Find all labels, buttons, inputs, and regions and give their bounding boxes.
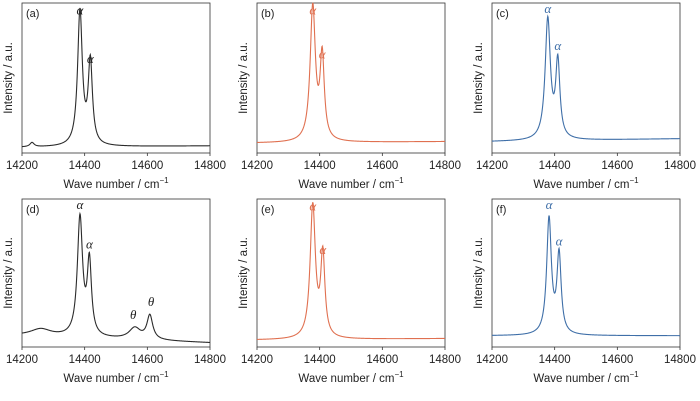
spectrum-line: [21, 7, 210, 148]
peak-label: θ: [148, 294, 155, 309]
plot-frame: [21, 2, 211, 154]
panel-label: (b): [261, 8, 274, 20]
x-axis-label-sup: −1: [394, 370, 404, 379]
x-tick-label: 14200: [6, 354, 38, 366]
peak-label: α: [77, 2, 85, 17]
panel-f: 14200 14400 14600 14800 Wave number / cm−1 In…: [473, 197, 696, 385]
x-axis-label: Wave number / cm−1: [298, 176, 404, 191]
x-tick-label: 14600: [366, 160, 398, 172]
x-tick-label: 14800: [664, 354, 696, 366]
x-tick-label: 14400: [539, 354, 571, 366]
x-tick-label: 14200: [6, 160, 38, 172]
x-tick-label: 14600: [601, 354, 633, 366]
x-axis-label: Wave number / cm−1: [63, 176, 169, 191]
peak-label: α: [309, 2, 317, 17]
peak-label: α: [77, 197, 85, 212]
peak-label: α: [319, 242, 327, 257]
spectrum-line: [256, 202, 446, 340]
spectrum-line: [256, 2, 445, 144]
plot-frame: [491, 198, 681, 348]
x-axis-label-text: Wave number / cm: [533, 373, 629, 385]
x-tick-label: 14400: [539, 160, 571, 172]
plot-frame: [256, 2, 446, 154]
spectrum-line: [491, 14, 680, 142]
x-tick-label: 14400: [304, 354, 336, 366]
x-axis-label: Wave number / cm−1: [298, 370, 404, 385]
peak-label: α: [319, 47, 327, 62]
x-axis-label-text: Wave number / cm: [533, 179, 629, 191]
plot-frame: [256, 198, 446, 348]
panel-b: 14200 14400 14600 14800 Wave number / cm−1 In…: [238, 2, 461, 191]
peak-label: α: [309, 198, 317, 213]
peak-label: α: [556, 234, 564, 249]
x-axis-label-sup: −1: [629, 176, 639, 185]
panel-e: 14200 14400 14600 14800 Wave number / cm−1 In…: [238, 198, 461, 385]
x-axis-label-sup: −1: [394, 176, 404, 185]
x-tick-label: 14800: [664, 160, 696, 172]
x-axis-label-sup: −1: [159, 176, 169, 185]
panel-a: 14200 14400 14600 14800 Wave number / cm−1 In…: [3, 2, 226, 191]
panel-d: 14200 14400 14600 14800 Wave number / cm−1 In…: [3, 197, 226, 385]
y-axis-label: Intensity / a.u.: [238, 42, 250, 114]
x-axis-label-text: Wave number / cm: [63, 373, 159, 385]
x-tick-label: 14200: [241, 160, 273, 172]
spectrum-line: [492, 215, 680, 337]
x-axis-label-text: Wave number / cm: [298, 179, 394, 191]
x-tick-label: 14400: [69, 354, 101, 366]
x-tick-label: 14600: [601, 160, 633, 172]
x-axis-label-sup: −1: [159, 370, 169, 379]
peak-label: α: [86, 236, 94, 251]
panel-label: (c): [496, 8, 509, 20]
panel-label: (f): [496, 204, 506, 216]
x-tick-label: 14400: [304, 160, 336, 172]
panel-label: (a): [26, 8, 39, 20]
x-axis-label: Wave number / cm−1: [533, 370, 639, 385]
x-tick-label: 14200: [241, 354, 273, 366]
y-axis-label: Intensity / a.u.: [3, 237, 15, 309]
x-axis-label-text: Wave number / cm: [298, 373, 394, 385]
peak-label: α: [544, 1, 552, 16]
x-tick-label: 14800: [194, 354, 226, 366]
x-axis-label: Wave number / cm−1: [63, 370, 169, 385]
peak-label: α: [87, 51, 95, 66]
x-tick-label: 14800: [429, 354, 461, 366]
spectrum-line: [21, 211, 211, 344]
panel-label: (e): [261, 204, 274, 216]
y-axis-label: Intensity / a.u.: [473, 237, 485, 309]
x-axis-label-text: Wave number / cm: [63, 179, 159, 191]
plot-frame: [21, 198, 211, 348]
x-tick-label: 14400: [69, 160, 101, 172]
x-tick-label: 14200: [476, 160, 508, 172]
y-axis-label: Intensity / a.u.: [238, 237, 250, 309]
x-axis-label: Wave number / cm−1: [533, 176, 639, 191]
panel-label: (d): [26, 204, 39, 216]
y-axis-label: Intensity / a.u.: [3, 42, 15, 114]
x-tick-label: 14600: [131, 354, 163, 366]
x-tick-label: 14200: [476, 354, 508, 366]
peak-label: α: [546, 197, 554, 212]
peak-label: α: [554, 38, 562, 53]
plot-frame: [491, 2, 681, 154]
x-tick-label: 14800: [194, 160, 226, 172]
peak-label: θ: [130, 307, 137, 322]
x-axis-label-sup: −1: [629, 370, 639, 379]
panel-c: 14200 14400 14600 14800 Wave number / cm−1 In…: [473, 1, 696, 191]
y-axis-label: Intensity / a.u.: [473, 42, 485, 114]
x-tick-label: 14600: [366, 354, 398, 366]
x-tick-label: 14800: [429, 160, 461, 172]
x-tick-label: 14600: [131, 160, 163, 172]
